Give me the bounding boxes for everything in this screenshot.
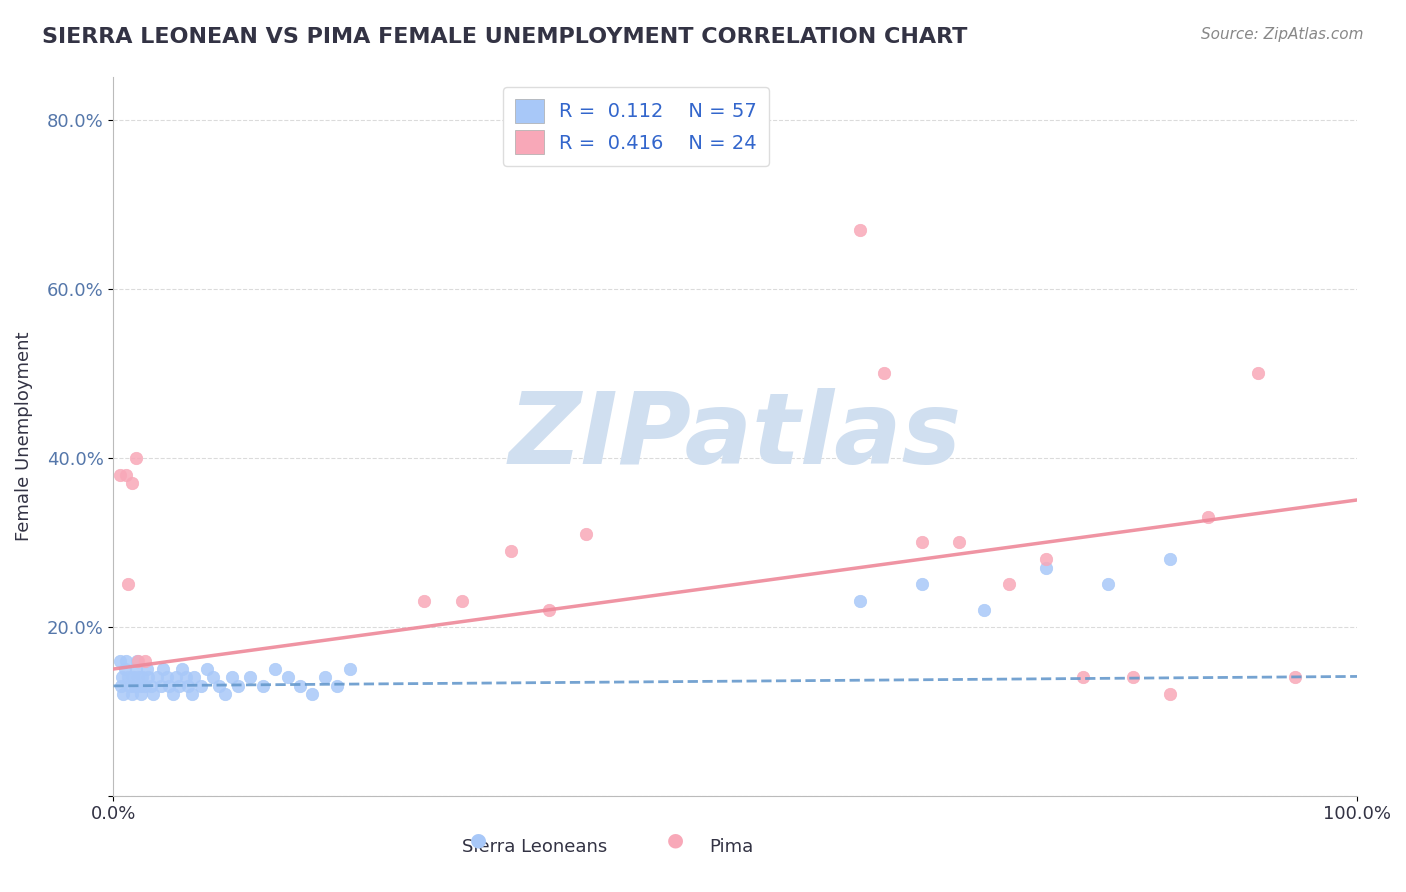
Point — [177, 679, 200, 693]
Point — [998, 577, 1021, 591]
Point — [277, 670, 299, 684]
Point — [115, 654, 138, 668]
Point — [226, 679, 249, 693]
Point — [911, 577, 934, 591]
Point — [115, 467, 138, 482]
Point — [214, 687, 236, 701]
Point — [537, 603, 560, 617]
Point — [1097, 577, 1119, 591]
Text: ZIPatlas: ZIPatlas — [509, 388, 962, 485]
Point — [1246, 366, 1268, 380]
Point — [165, 670, 187, 684]
Point — [1122, 670, 1144, 684]
Point — [114, 662, 136, 676]
Point — [252, 679, 274, 693]
Point — [136, 670, 159, 684]
Point — [450, 594, 472, 608]
Point — [180, 687, 202, 701]
Point — [973, 603, 995, 617]
Y-axis label: Female Unemployment: Female Unemployment — [15, 332, 32, 541]
Point — [1159, 552, 1181, 566]
Point — [1035, 560, 1057, 574]
Point — [108, 467, 131, 482]
Point — [127, 670, 149, 684]
Point — [121, 476, 143, 491]
Point — [131, 670, 153, 684]
Point — [159, 679, 181, 693]
Point — [1073, 670, 1095, 684]
Point — [136, 662, 159, 676]
Point — [128, 679, 150, 693]
Text: Sierra Leoneans: Sierra Leoneans — [461, 838, 607, 856]
Point — [326, 679, 349, 693]
Point — [1197, 509, 1219, 524]
Point — [1035, 552, 1057, 566]
Point — [201, 670, 224, 684]
Point — [108, 654, 131, 668]
Point — [208, 679, 231, 693]
Point — [110, 679, 132, 693]
Point — [195, 662, 218, 676]
Point — [948, 535, 970, 549]
Point — [848, 222, 870, 236]
Point — [301, 687, 323, 701]
Point — [129, 687, 152, 701]
Point — [118, 679, 141, 693]
Point — [117, 670, 139, 684]
Point — [117, 577, 139, 591]
Point — [1284, 670, 1306, 684]
Legend: R =  0.112    N = 57, R =  0.416    N = 24: R = 0.112 N = 57, R = 0.416 N = 24 — [503, 87, 769, 166]
Text: Pima: Pima — [709, 838, 754, 856]
Point — [112, 687, 135, 701]
Point — [339, 662, 361, 676]
Point — [314, 670, 336, 684]
Point — [575, 526, 598, 541]
Point — [911, 535, 934, 549]
Point — [174, 670, 197, 684]
Point — [127, 654, 149, 668]
Point — [111, 670, 134, 684]
Point — [139, 679, 162, 693]
Text: Source: ZipAtlas.com: Source: ZipAtlas.com — [1201, 27, 1364, 42]
Point — [152, 662, 174, 676]
Text: ●: ● — [666, 830, 683, 849]
Point — [169, 679, 191, 693]
Point — [413, 594, 436, 608]
Point — [501, 543, 523, 558]
Point — [288, 679, 311, 693]
Point — [124, 679, 146, 693]
Text: SIERRA LEONEAN VS PIMA FEMALE UNEMPLOYMENT CORRELATION CHART: SIERRA LEONEAN VS PIMA FEMALE UNEMPLOYME… — [42, 27, 967, 46]
Point — [873, 366, 896, 380]
Point — [134, 654, 156, 668]
Point — [134, 679, 156, 693]
Point — [127, 654, 149, 668]
Text: ●: ● — [470, 830, 486, 849]
Point — [239, 670, 262, 684]
Point — [183, 670, 205, 684]
Point — [146, 670, 169, 684]
Point — [162, 687, 184, 701]
Point — [121, 687, 143, 701]
Point — [264, 662, 287, 676]
Point — [125, 450, 148, 465]
Point — [156, 670, 179, 684]
Point — [221, 670, 243, 684]
Point — [125, 662, 148, 676]
Point — [1159, 687, 1181, 701]
Point — [848, 594, 870, 608]
Point — [170, 662, 193, 676]
Point — [142, 687, 165, 701]
Point — [122, 670, 145, 684]
Point — [190, 679, 212, 693]
Point — [149, 679, 172, 693]
